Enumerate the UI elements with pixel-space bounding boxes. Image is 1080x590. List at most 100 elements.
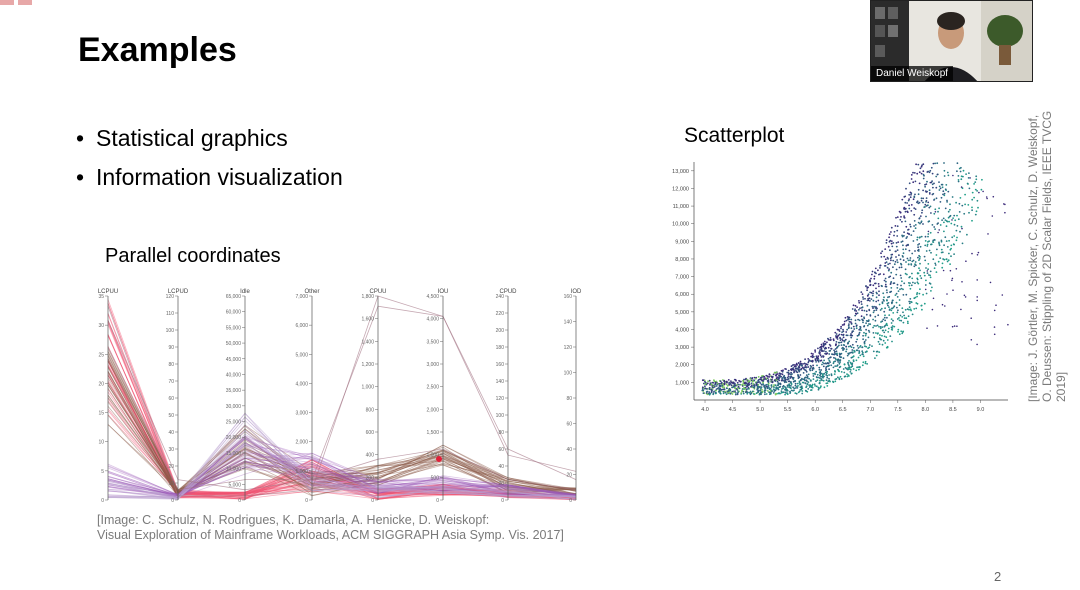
scatter-point: [955, 268, 958, 270]
scatter-point: [966, 233, 968, 236]
scatter-point: [836, 364, 839, 367]
scatter-point: [900, 241, 903, 243]
scatter-point: [775, 373, 778, 376]
scatter-point: [901, 307, 904, 310]
scatter-point: [949, 269, 952, 272]
x-tick-label: 9.0: [977, 407, 985, 413]
scatter-point: [932, 258, 935, 261]
tick-label: 30,000: [226, 404, 242, 410]
x-tick-label: 6.0: [811, 407, 819, 413]
scatter-point: [773, 386, 775, 388]
scatter-point: [929, 169, 932, 172]
scatter-point: [828, 343, 831, 346]
scatter-point: [902, 311, 904, 314]
scatter-point: [946, 246, 949, 248]
scatter-point: [919, 269, 921, 272]
scatter-point: [866, 304, 869, 307]
axis-label: IOU: [438, 289, 449, 295]
scatter-point: [867, 329, 870, 332]
scatter-point: [868, 344, 871, 346]
tick-label: 120: [166, 294, 175, 300]
bullet-icon: •: [76, 125, 85, 151]
scatter-point: [836, 376, 839, 379]
scatter-point: [913, 196, 916, 199]
scatter-point: [936, 223, 939, 225]
scatter-point: [959, 170, 962, 173]
scatter-point: [874, 357, 876, 359]
scatter-point: [923, 271, 926, 274]
scatter-point: [854, 314, 857, 317]
scatter-point: [907, 199, 910, 202]
participant-name: Daniel Weiskopf: [871, 66, 954, 81]
scatter-point: [768, 373, 771, 376]
tick-label: 0: [238, 498, 241, 504]
scatter-point: [801, 390, 804, 392]
scatter-point: [848, 316, 851, 319]
scatter-point: [927, 201, 930, 204]
scatter-point: [858, 366, 861, 368]
scatter-point: [923, 302, 926, 305]
scatter-point: [945, 240, 948, 242]
scatter-point: [741, 389, 743, 392]
scatter-point: [851, 351, 854, 354]
scatter-point: [914, 261, 917, 263]
scatter-point: [896, 287, 899, 289]
scatter-point: [884, 258, 887, 261]
scatter-point: [916, 238, 919, 241]
scatter-point: [768, 376, 771, 378]
tick-label: 0: [305, 498, 308, 504]
scatter-point: [794, 387, 797, 389]
scatter-point: [932, 192, 935, 195]
scatter-point: [751, 384, 753, 387]
scatter-point: [825, 368, 828, 371]
scatter-point: [816, 359, 819, 361]
scatter-point: [827, 365, 830, 367]
scatter-point: [860, 291, 863, 293]
scatter-point: [920, 172, 923, 175]
scatter-point: [827, 346, 830, 349]
scatter-point: [937, 210, 939, 213]
scatter-point: [915, 163, 917, 166]
scatter-point: [903, 282, 906, 285]
scatter-point: [835, 353, 838, 356]
scatter-point: [883, 300, 885, 302]
scatter-point: [860, 303, 863, 305]
scatter-point: [943, 175, 946, 177]
scatter-point: [908, 302, 911, 305]
scatter-point: [914, 193, 916, 196]
scatter-point: [900, 287, 903, 290]
scatter-point: [867, 319, 870, 321]
scatter-point: [908, 306, 911, 308]
scatter-point: [846, 354, 849, 357]
scatter-point: [745, 384, 748, 386]
scatter-point: [730, 380, 732, 382]
scatter-points: [701, 162, 1009, 396]
scatter-point: [759, 385, 761, 388]
scatter-point: [722, 392, 725, 395]
data-line: [107, 397, 577, 496]
scatter-point: [719, 392, 722, 395]
scatter-point: [771, 381, 773, 383]
tick-label: 60: [168, 396, 174, 402]
scatter-point: [929, 181, 932, 184]
scatter-point: [841, 338, 843, 340]
scatter-point: [714, 392, 717, 395]
scatter-point: [887, 245, 890, 248]
scatter-point: [871, 305, 874, 308]
scatter-point: [878, 351, 881, 353]
scatter-point: [896, 261, 899, 264]
scatter-point: [712, 385, 715, 388]
scatter-point: [751, 390, 754, 393]
scatter-point: [903, 317, 906, 319]
scatter-point: [980, 188, 983, 191]
y-tick-label: 9,000: [675, 239, 689, 245]
scatter-point: [904, 308, 907, 311]
scatter-point: [956, 325, 958, 327]
participant-video[interactable]: Daniel Weiskopf: [870, 0, 1033, 82]
scatter-point: [924, 288, 927, 291]
scatter-point: [859, 346, 861, 348]
scatter-point: [706, 393, 709, 396]
scatter-point: [916, 200, 919, 203]
scatter-point: [766, 375, 769, 378]
scatter-point: [918, 259, 920, 261]
